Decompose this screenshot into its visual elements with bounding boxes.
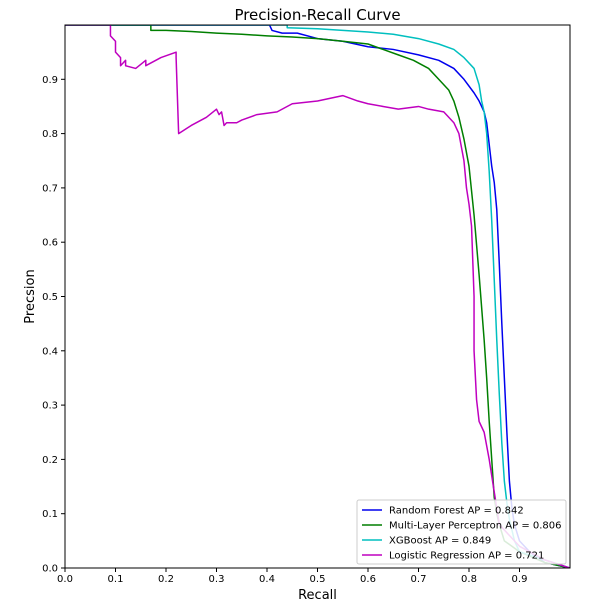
x-tick-label: 0.0: [57, 574, 73, 585]
x-tick-label: 0.8: [461, 574, 477, 585]
legend: Random Forest AP = 0.842 Multi-Layer Perc…: [356, 499, 567, 565]
x-tick-label: 0.7: [411, 574, 427, 585]
y-tick-label: 0.9: [42, 75, 58, 86]
legend-label: Random Forest AP = 0.842: [389, 506, 524, 517]
x-tick-label: 0.5: [310, 574, 326, 585]
series-layer: [65, 25, 570, 568]
y-tick-label: 0.8: [42, 129, 58, 140]
y-tick-label: 0.0: [42, 564, 58, 575]
x-tick-label: 0.3: [209, 574, 225, 585]
series-line-4: [65, 25, 570, 568]
x-tick-label: 0.4: [259, 574, 275, 585]
y-tick-label: 0.4: [42, 346, 58, 357]
x-axis-ticks: 0.0 0.1 0.2 0.3 0.4 0.5 0.6 0.7 0.8 0.9: [57, 568, 527, 585]
y-axis-ticks: 0.0 0.1 0.2 0.3 0.4 0.5 0.6 0.7 0.8 0.9: [42, 75, 65, 575]
x-tick-label: 0.2: [158, 574, 174, 585]
y-tick-label: 0.5: [42, 292, 58, 303]
y-tick-label: 0.3: [42, 401, 58, 412]
y-axis-label: Precsion: [23, 269, 38, 323]
legend-label: Multi-Layer Perceptron AP = 0.806: [389, 521, 562, 532]
y-tick-label: 0.7: [42, 183, 58, 194]
legend-label: XGBoost AP = 0.849: [389, 536, 491, 547]
y-tick-label: 0.6: [42, 238, 58, 249]
x-tick-label: 0.9: [512, 574, 528, 585]
y-tick-label: 0.1: [42, 509, 58, 520]
legend-label: Logistic Regression AP = 0.721: [389, 551, 544, 562]
legend-box: [356, 499, 567, 565]
chart-title: Precision-Recall Curve: [234, 6, 400, 24]
x-tick-label: 0.6: [360, 574, 376, 585]
y-tick-label: 0.2: [42, 455, 58, 466]
x-tick-label: 0.1: [108, 574, 124, 585]
x-axis-label: Recall: [298, 588, 337, 602]
